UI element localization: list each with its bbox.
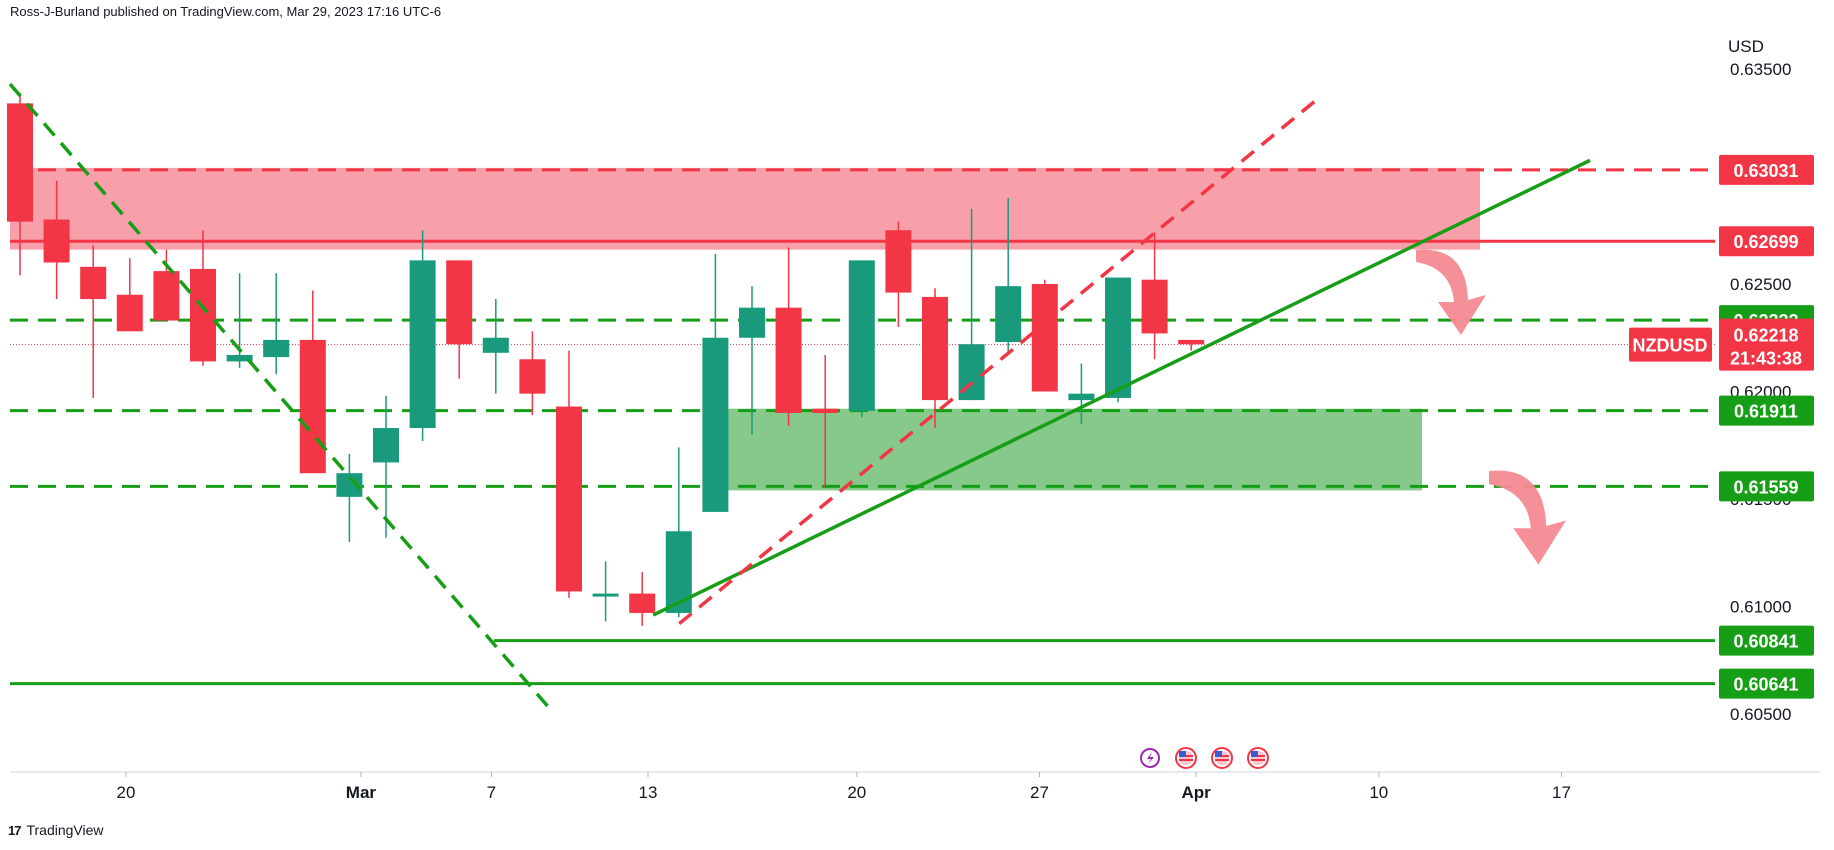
candle-body	[116, 294, 143, 332]
price-tag	[1719, 395, 1814, 426]
candle-body	[812, 408, 839, 413]
candle-body	[1141, 279, 1168, 334]
time-tick-label: 10	[1369, 783, 1388, 802]
candle-body	[446, 260, 473, 345]
flag-canton	[1215, 751, 1222, 757]
candle-body	[995, 286, 1022, 343]
price-tick-label: 0.63500	[1730, 60, 1791, 79]
price-tag-label: 0.63031	[1733, 161, 1798, 181]
candle-body	[299, 339, 326, 474]
candle-body	[665, 531, 692, 613]
candle-body	[1178, 339, 1205, 345]
candle-body	[153, 271, 180, 321]
time-tick-label: 17	[1552, 783, 1571, 802]
red-dashed-trendline	[678, 95, 1322, 626]
footer-brand: 17 TradingView	[8, 822, 104, 838]
candle-body	[592, 593, 619, 597]
time-axis: 20 Mar 7 13 20 27 Apr 10 17	[117, 772, 1571, 802]
symbol-tag	[1629, 327, 1712, 362]
candle-body	[80, 266, 107, 300]
candle-body	[190, 268, 216, 362]
lightning-glyph	[1147, 752, 1154, 764]
price-tag-label: 0.61911	[1734, 402, 1798, 422]
candle-body	[629, 593, 656, 613]
price-tag-label: 0.60841	[1733, 632, 1798, 652]
candle-body	[702, 337, 729, 512]
candle-body	[922, 296, 948, 401]
candle-body	[848, 260, 875, 411]
price-tag	[1719, 154, 1814, 185]
candle-body	[482, 337, 509, 353]
price-tag	[1719, 226, 1814, 257]
last-price-label: 0.62218	[1733, 326, 1798, 346]
arrow-shape	[1416, 249, 1486, 335]
flag-stripe	[1251, 759, 1265, 761]
candle-body	[1068, 393, 1095, 401]
publisher-line: Ross-J-Burland published on TradingView.…	[10, 4, 442, 19]
countdown-label: 21:43:38	[1730, 349, 1802, 369]
time-tick-label: Mar	[346, 783, 377, 802]
price-tag-label: 0.62699	[1733, 232, 1798, 252]
price-tag-label: 0.60641	[1733, 675, 1798, 695]
bearish-arrow-icon	[1489, 470, 1566, 565]
candle-body	[409, 260, 436, 429]
candle-body	[43, 219, 70, 263]
candle-body	[1105, 277, 1131, 398]
candle-body	[336, 473, 363, 497]
trendlines-layer	[8, 82, 1591, 711]
flag-canton	[1251, 751, 1258, 757]
resistance-zone	[10, 167, 1480, 250]
price-tick-label: 0.61000	[1730, 598, 1791, 617]
zones-layer	[10, 167, 1480, 491]
price-tag	[1719, 625, 1814, 656]
flag-canton	[1179, 751, 1186, 757]
price-tag	[1719, 471, 1814, 502]
us-flag-icon[interactable]	[1175, 747, 1197, 769]
price-tags: 0.630310.626990.623320.619110.615590.608…	[1629, 154, 1814, 699]
candle-body	[226, 354, 253, 362]
descending-trendline	[8, 82, 553, 711]
time-tick-label: Apr	[1181, 783, 1211, 802]
us-flag-icon[interactable]	[1211, 747, 1233, 769]
price-tag-label: 0.61559	[1733, 477, 1798, 497]
price-tick-label: 0.60500	[1730, 705, 1791, 724]
tradingview-logo-icon: 17	[8, 822, 22, 838]
support-zone	[726, 408, 1423, 491]
time-tick-label: 27	[1030, 783, 1049, 802]
lightning-icon[interactable]	[1140, 748, 1160, 768]
us-flag-icon[interactable]	[1247, 747, 1269, 769]
symbol-tag-label: NZDUSD	[1633, 336, 1708, 356]
event-icons	[1140, 747, 1269, 769]
candle-body	[556, 406, 582, 592]
candle-body	[775, 307, 802, 413]
price-tick-label: 0.62500	[1730, 275, 1791, 294]
currency-label: USD	[1728, 37, 1764, 56]
time-tick-label: 13	[639, 783, 658, 802]
price-tag	[1719, 668, 1814, 699]
time-tick-label: 20	[847, 783, 866, 802]
candles-layer	[7, 92, 1205, 626]
arrow-shape	[1489, 470, 1566, 565]
bearish-arrow-icon	[1416, 249, 1486, 335]
candle-body	[7, 103, 33, 222]
candle-body	[373, 428, 399, 463]
annotation-arrows-layer	[1416, 249, 1566, 565]
flag-stripe	[1179, 759, 1193, 761]
candle-body	[739, 307, 765, 338]
time-tick-label: 20	[117, 783, 136, 802]
brand-name: TradingView	[26, 822, 104, 838]
ascending-trendline	[652, 158, 1591, 617]
candle-body	[885, 230, 912, 293]
time-tick-label: 7	[487, 783, 496, 802]
candle-body	[1031, 284, 1058, 392]
candle-body	[519, 359, 546, 394]
last-price-tag	[1719, 318, 1814, 371]
candle-body	[263, 339, 290, 358]
flag-stripe	[1215, 759, 1229, 761]
